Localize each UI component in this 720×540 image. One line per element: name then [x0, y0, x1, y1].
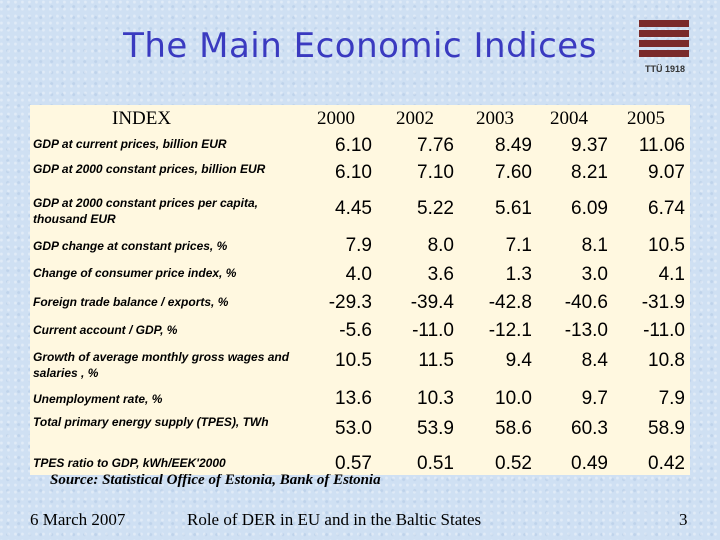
footer-title: Role of DER in EU and in the Baltic Stat… — [187, 510, 482, 529]
row-label: Growth of average monthly gross wages an… — [33, 350, 290, 380]
row-value: 4.1 — [658, 264, 685, 285]
row-value: 0.49 — [571, 453, 608, 474]
row-label: GDP at 2000 constant prices, billion EUR — [33, 162, 266, 176]
row-value: 5.22 — [417, 198, 454, 219]
row-value: 58.9 — [648, 418, 685, 439]
row-value: 8.21 — [571, 162, 608, 183]
header-2005: 2005 — [627, 108, 665, 129]
row-value: 7.76 — [417, 135, 454, 156]
slide-title: The Main Economic Indices — [123, 26, 597, 66]
row-value: -40.6 — [564, 292, 608, 313]
row-value: 8.1 — [581, 235, 608, 256]
row-value: 58.6 — [495, 418, 532, 439]
row-label: GDP change at constant prices, % — [33, 239, 228, 253]
row-value: 53.0 — [335, 418, 372, 439]
row-value: 7.9 — [345, 235, 372, 256]
row-value: 11.5 — [418, 350, 454, 371]
row-value: 6.74 — [648, 198, 685, 219]
row-label: Total primary energy supply (TPES), TWh — [33, 415, 269, 429]
row-value: 8.0 — [427, 235, 454, 256]
row-value: 8.4 — [581, 350, 608, 371]
row-value: 0.51 — [417, 453, 454, 474]
row-value: 10.0 — [495, 388, 532, 409]
logo-bars — [639, 20, 689, 60]
row-value: 7.10 — [417, 162, 454, 183]
header-index: INDEX — [112, 108, 172, 129]
row-value: -29.3 — [328, 292, 372, 313]
row-value: 9.7 — [581, 388, 608, 409]
row-value: 10.5 — [335, 350, 372, 371]
row-label: GDP at 2000 constant prices per capita, … — [33, 196, 258, 226]
row-value: 10.3 — [417, 388, 454, 409]
row-value: 60.3 — [571, 418, 608, 439]
row-value: 4.0 — [345, 264, 372, 285]
row-label: Change of consumer price index, % — [33, 266, 237, 280]
row-value: 6.09 — [571, 198, 608, 219]
row-value: 0.42 — [648, 453, 685, 474]
row-value: 8.49 — [495, 135, 532, 156]
row-value: 3.0 — [581, 264, 608, 285]
header-2003: 2003 — [476, 108, 514, 129]
header-2004: 2004 — [550, 108, 588, 129]
row-value: 4.45 — [335, 198, 372, 219]
row-value: 5.61 — [495, 198, 532, 219]
source-note: Source: Statistical Office of Estonia, B… — [50, 474, 381, 488]
row-value: 7.9 — [658, 388, 685, 409]
row-value: 13.6 — [335, 388, 372, 409]
header-2002: 2002 — [396, 108, 434, 129]
row-value: 1.3 — [505, 264, 532, 285]
row-value: 7.60 — [495, 162, 532, 183]
row-value: 3.6 — [427, 264, 454, 285]
row-value: -11.0 — [412, 320, 454, 341]
row-value: 6.10 — [335, 135, 372, 156]
row-label: TPES ratio to GDP, kWh/EEK'2000 — [33, 456, 226, 470]
row-label: Current account / GDP, % — [33, 323, 178, 337]
row-value: 11.06 — [638, 135, 685, 156]
row-value: -42.8 — [488, 292, 532, 313]
page-number: 3 — [679, 510, 688, 529]
row-value: -11.0 — [643, 320, 685, 341]
row-value: 6.10 — [335, 162, 372, 183]
row-value: 10.5 — [648, 235, 685, 256]
row-value: 7.1 — [505, 235, 532, 256]
row-value: -12.1 — [488, 320, 532, 341]
row-value: -5.6 — [339, 320, 372, 341]
row-value: 0.57 — [335, 453, 372, 474]
row-value: -31.9 — [641, 292, 685, 313]
row-label: GDP at current prices, billion EUR — [33, 137, 227, 151]
row-value: 53.9 — [417, 418, 454, 439]
row-value: 9.37 — [571, 135, 608, 156]
footer-date: 6 March 2007 — [30, 510, 126, 529]
row-label: Unemployment rate, % — [33, 392, 163, 406]
row-value: 10.8 — [648, 350, 685, 371]
logo-text: TTÜ 1918 — [644, 64, 686, 74]
header-2000: 2000 — [317, 108, 355, 129]
row-value: -39.4 — [410, 292, 454, 313]
indices-table: INDEX 2000 2002 2003 2004 2005 GDP at cu… — [30, 105, 690, 475]
row-label: Foreign trade balance / exports, % — [33, 295, 229, 309]
row-value: 0.52 — [495, 453, 532, 474]
row-value: 9.4 — [505, 350, 532, 371]
row-value: 9.07 — [648, 162, 685, 183]
row-value: -13.0 — [564, 320, 608, 341]
ttu-logo-icon: TTÜ 1918 — [637, 18, 693, 78]
